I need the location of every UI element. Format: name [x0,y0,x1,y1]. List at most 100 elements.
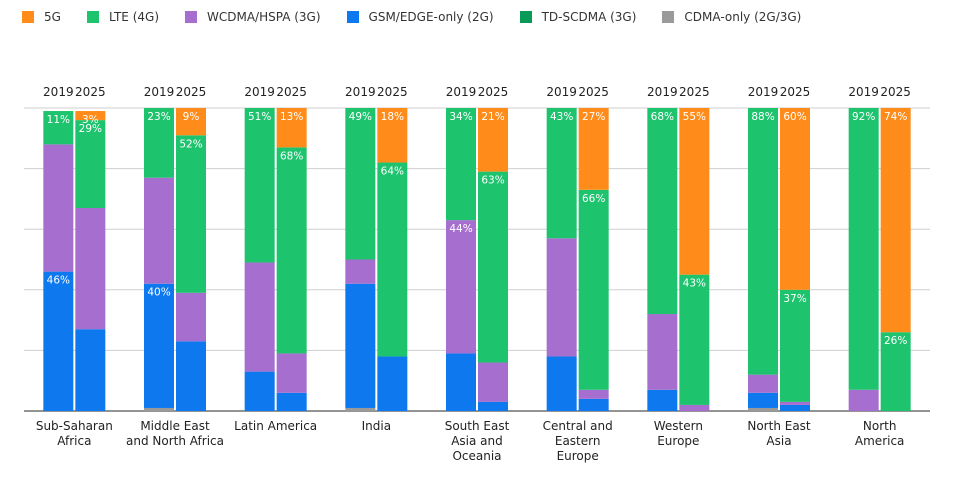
legend-label: 5G [44,10,61,24]
bar-segment [244,262,275,372]
legend-swatch [346,11,359,23]
bar-segment [578,189,609,390]
year-tick-label: 2019 [848,85,879,99]
legend-label: LTE (4G) [108,10,159,24]
data-label: 64% [381,166,404,178]
legend-swatch [662,11,675,23]
data-label: 60% [783,111,806,123]
bar-segment [446,108,476,221]
bar-segment [546,238,577,357]
data-label: 66% [582,193,605,205]
data-label: 88% [751,111,774,123]
bar-segment [848,108,879,390]
bar-segment [647,314,678,390]
year-tick-label: 2025 [75,85,106,99]
bar-segment [446,353,476,411]
legend-label: GSM/EDGE-only (2G) [368,10,494,24]
bar-segment [276,147,307,354]
bar-segment [377,108,408,163]
legend-item: TD-SCDMA (3G) [519,10,637,24]
legend-label: TD-SCDMA (3G) [541,10,637,24]
bar-segment [546,108,577,239]
bar-segment [478,171,508,363]
legend-item: CDMA-only (2G/3G) [662,10,801,24]
legend-swatch [22,11,34,23]
bar-segment [43,271,74,411]
region-label: North America [855,419,905,448]
year-tick-label: 2025 [880,85,911,99]
bar-segment [780,401,810,405]
data-label: 13% [280,111,303,123]
bar-segment [276,353,307,393]
year-tick-label: 2025 [176,85,207,99]
bar-segment [43,144,74,272]
year-tick-label: 2019 [43,85,74,99]
bar-segment [276,108,307,148]
bar-segment [578,398,609,411]
region-label: North East Asia [747,419,811,448]
region-label: Latin America [234,419,317,433]
bar-segment [244,108,275,263]
data-label: 46% [47,275,70,287]
data-label: 37% [783,293,806,305]
legend-label: CDMA-only (2G/3G) [684,10,802,24]
region-label: Central and Eastern Europe [543,419,613,463]
data-label: 18% [381,111,404,123]
data-label: 21% [481,111,504,123]
region-label: India [362,419,391,433]
bar-segment [880,332,911,411]
data-label: 29% [79,123,102,135]
bar-segment [144,407,174,411]
bar-segment [144,108,174,178]
bar-segment [848,389,879,411]
legend-label: WCDMA/HSPA (3G) [207,10,321,24]
bar-segment [446,220,476,354]
legend-swatch [185,11,197,23]
year-tick-label: 2025 [478,85,509,99]
bar-segment [144,177,174,284]
legend-item: 5G [22,10,61,24]
data-label: 55% [683,111,706,123]
bar-segment [647,389,678,411]
data-label: 23% [147,111,170,123]
data-label: 43% [550,111,573,123]
data-label: 74% [884,111,907,123]
bar-segment [345,407,376,411]
bar-segment [679,108,710,275]
year-tick-label: 2019 [647,85,678,99]
bar-segment [345,259,376,284]
bar-segment [679,404,710,411]
data-label: 44% [449,223,472,235]
bar-segment [377,162,408,357]
bar-segment [748,392,778,408]
chart-legend: 5G LTE (4G) WCDMA/HSPA (3G) GSM/EDGE-only (… [22,10,827,24]
year-tick-label: 2025 [377,85,408,99]
bar-segment [546,356,577,411]
year-tick-label: 2019 [546,85,577,99]
region-label: Sub-Saharan Africa [36,419,113,448]
data-label: 11% [47,114,70,126]
legend-item: WCDMA/HSPA (3G) [185,10,321,24]
legend-swatch [519,11,532,23]
bar-segment [647,108,678,315]
year-tick-label: 2019 [345,85,376,99]
data-label: 49% [349,111,372,123]
bar-segment [276,392,307,411]
bar-segment [75,207,106,330]
bar-segment [780,108,810,290]
data-label: 52% [179,138,202,150]
data-label: 34% [449,111,472,123]
year-tick-label: 2025 [679,85,710,99]
data-label: 92% [852,111,875,123]
data-label: 68% [280,150,303,162]
data-label: 27% [582,111,605,123]
bar-segment [880,108,911,333]
data-label: 9% [183,111,200,123]
legend-item: GSM/EDGE-only (2G) [346,10,494,24]
bar-segment [75,329,106,411]
data-label: 51% [248,111,271,123]
bar-segment [43,111,74,145]
region-label: South East Asia and Oceania [445,419,510,463]
bar-segment [679,274,710,405]
